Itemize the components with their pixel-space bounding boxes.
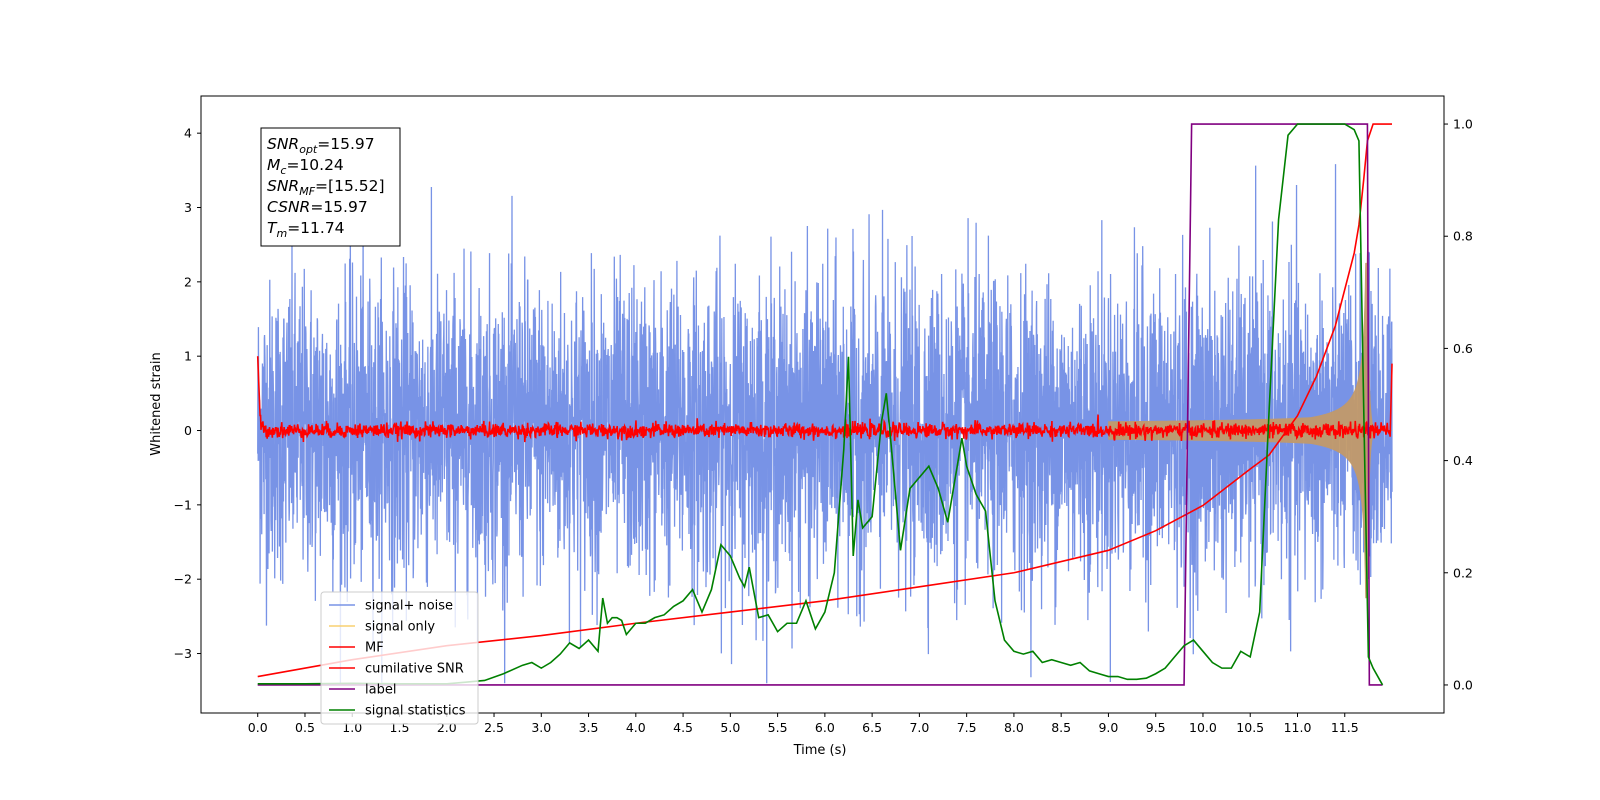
x-tick-label: 9.5: [1146, 720, 1166, 735]
legend-label: signal+ noise: [365, 599, 453, 614]
series-mf-line: [256, 356, 1393, 443]
x-tick-label: 3.5: [579, 720, 599, 735]
x-tick-label: 4.0: [626, 720, 646, 735]
x-tick-label: 0.0: [248, 720, 268, 735]
y-tick-label: 4: [184, 126, 192, 141]
x-tick-label: 11.5: [1331, 720, 1359, 735]
x-tick-label: 6.5: [862, 720, 882, 735]
y-tick-label: 3: [184, 200, 192, 215]
annotation-line: Tm=11.74: [267, 219, 345, 240]
annotation-line: SNRopt=15.97: [267, 135, 375, 156]
y-tick-label: −2: [174, 572, 192, 587]
x-tick-label: 5.5: [768, 720, 788, 735]
annotation-frame: [260, 127, 401, 247]
legend-label: MF: [365, 641, 384, 656]
y-tick-label: 2: [184, 274, 192, 289]
x-tick-label: 2.5: [484, 720, 504, 735]
x-tick-label: 7.0: [909, 720, 929, 735]
legend: signal+ noise signal only MF cumilative SNR…: [320, 591, 479, 725]
x-tick-label: 8.5: [1051, 720, 1071, 735]
x-tick-label: 0.5: [295, 720, 315, 735]
x-tick-label: 11.0: [1284, 720, 1312, 735]
y2-tick-label: 0.0: [1453, 677, 1473, 692]
annotation-line: SNRMF=[15.52]: [267, 177, 385, 198]
annotation-box: SNRopt=15.97Mc=10.24SNRMF=[15.52]CSNR=15…: [260, 127, 401, 247]
annotation-line: CSNR=15.97: [267, 198, 368, 216]
y2-tick-label: 0.8: [1453, 229, 1473, 244]
y-tick-label: −3: [174, 646, 192, 661]
y2-tick-label: 1.0: [1453, 117, 1473, 132]
plot-frame: [200, 95, 1445, 714]
y-tick-label: 1: [184, 349, 192, 364]
x-axis-label: Time (s): [793, 743, 847, 758]
legend-label: label: [365, 683, 396, 698]
legend-frame: [320, 591, 479, 725]
x-tick-label: 6.0: [815, 720, 835, 735]
series-signal-statistics-line: [257, 123, 1384, 686]
y-tick-label: −1: [174, 497, 192, 512]
legend-label: signal only: [365, 620, 435, 635]
x-tick-label: 3.0: [531, 720, 551, 735]
series-label-line: [257, 123, 1383, 686]
x-tick-label: 10.0: [1189, 720, 1217, 735]
y-tick-label: 0: [184, 423, 192, 438]
legend-label: signal statistics: [365, 704, 466, 719]
x-tick-label: 8.0: [1004, 720, 1024, 735]
y2-tick-label: 0.2: [1453, 565, 1473, 580]
y-axis-label: Whitened strain: [149, 352, 164, 455]
x-tick-label: 9.0: [1098, 720, 1118, 735]
annotation-line: Mc=10.24: [267, 156, 344, 177]
x-tick-label: 5.0: [720, 720, 740, 735]
series-signal-noise-line: [257, 164, 1393, 684]
y2-tick-label: 0.6: [1453, 341, 1473, 356]
x-tick-label: 7.5: [957, 720, 977, 735]
x-tick-label: 4.5: [673, 720, 693, 735]
y2-tick-label: 0.4: [1453, 453, 1473, 468]
plot-layer: [256, 123, 1393, 686]
x-tick-label: 10.5: [1236, 720, 1264, 735]
legend-label: cumilative SNR: [365, 662, 464, 677]
